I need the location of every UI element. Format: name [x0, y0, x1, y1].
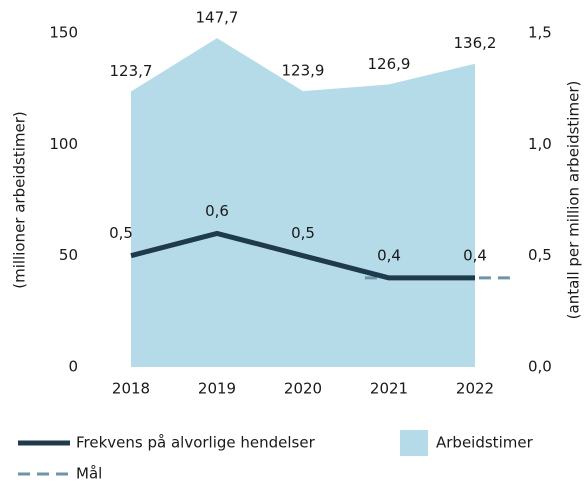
y2-tick-label: 1,5 [528, 24, 552, 42]
area-value-label: 123,7 [110, 62, 153, 80]
x-tick-label: 2020 [284, 380, 322, 398]
y-axis-title: (millioner arbeidstimer) [11, 111, 29, 289]
y-tick-label: 150 [49, 24, 78, 42]
y-tick-label: 0 [68, 358, 78, 376]
legend-label: Mål [76, 465, 102, 483]
y2-axis-title: (antall per million arbeidstimer) [565, 81, 583, 320]
y2-tick-label: 0,5 [528, 246, 552, 264]
legend-swatch [400, 430, 428, 456]
x-tick-label: 2022 [456, 380, 494, 398]
area-value-label: 136,2 [454, 34, 497, 52]
x-tick-label: 2019 [198, 380, 236, 398]
y-tick-label: 100 [49, 135, 78, 153]
legend-label: Frekvens på alvorlige hendelser [76, 434, 316, 452]
x-tick-label: 2018 [112, 380, 150, 398]
line-value-label: 0,5 [291, 224, 315, 242]
area [131, 38, 475, 367]
area-value-label: 126,9 [368, 55, 411, 73]
x-tick-label: 2021 [370, 380, 408, 398]
y2-tick-label: 0,0 [528, 358, 552, 376]
line-value-label: 0,4 [377, 246, 401, 264]
line-value-label: 0,6 [205, 202, 229, 220]
line [130, 230, 475, 281]
area-value-label: 147,7 [196, 9, 239, 27]
y-tick-label: 50 [59, 246, 78, 264]
legend-label: Arbeidstimer [436, 434, 534, 452]
line-value-label: 0,4 [463, 246, 487, 264]
area-value-label: 123,9 [282, 62, 325, 80]
y2-tick-label: 1,0 [528, 135, 552, 153]
line-value-label: 0,5 [109, 224, 133, 242]
